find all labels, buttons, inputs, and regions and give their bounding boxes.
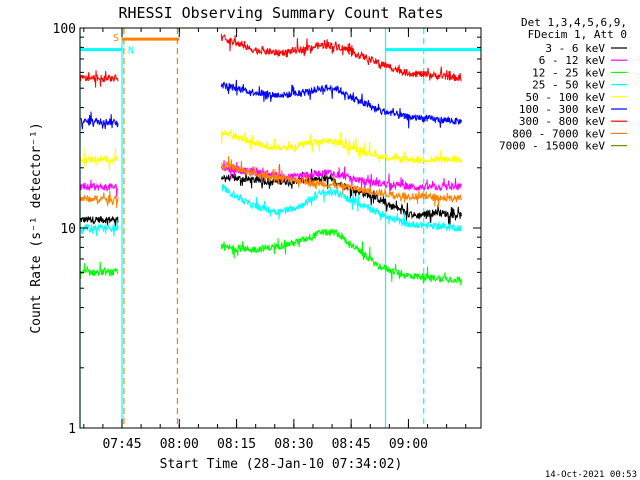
x-tick-label: 08:15 bbox=[217, 437, 256, 452]
legend-header: FDecim 1, Att 0 bbox=[528, 28, 627, 41]
series-line-5-0 bbox=[79, 111, 119, 130]
series-line-4-1 bbox=[220, 128, 462, 165]
flag-label-s: S bbox=[113, 33, 119, 44]
series-line-5-1 bbox=[220, 79, 462, 129]
series-line-6-0 bbox=[79, 70, 119, 88]
x-tick-label: 07:45 bbox=[102, 437, 141, 452]
footer-timestamp: 14-Oct-2021 00:53 bbox=[545, 470, 637, 480]
legend-entry-label: 3 - 6 keV bbox=[545, 42, 605, 55]
legend-entry-label: 25 - 50 keV bbox=[532, 79, 605, 92]
y-tick-label: 100 bbox=[53, 22, 76, 37]
x-tick-label: 08:00 bbox=[160, 437, 199, 452]
flag-label-n: N bbox=[128, 46, 134, 57]
series-line-6-1 bbox=[220, 33, 462, 82]
legend-header: Det 1,3,4,5,6,9, bbox=[521, 16, 627, 29]
legend-entry-label: 800 - 7000 keV bbox=[512, 127, 605, 140]
legend-entry-label: 12 - 25 keV bbox=[532, 66, 605, 79]
x-axis-label: Start Time (28-Jan-10 07:34:02) bbox=[160, 457, 403, 472]
x-tick-label: 09:00 bbox=[389, 437, 428, 452]
legend-entry-label: 6 - 12 keV bbox=[539, 54, 606, 67]
series-line-1-1 bbox=[220, 160, 462, 192]
legend-entry-label: 50 - 100 keV bbox=[526, 91, 606, 104]
legend-entry-label: 300 - 800 keV bbox=[519, 115, 605, 128]
x-tick-label: 08:30 bbox=[274, 437, 313, 452]
series-line-3-1 bbox=[220, 184, 462, 233]
series-line-4-0 bbox=[79, 148, 119, 171]
axes: 1 10 100 07:45 08:00 08:15 08:30 08:45 09:00 bbox=[53, 22, 482, 452]
plot-background bbox=[80, 28, 481, 428]
series-line-2-1 bbox=[220, 228, 462, 286]
chart-title: RHESSI Observing Summary Count Rates bbox=[118, 4, 443, 22]
y-tick-label: 1 bbox=[68, 422, 76, 437]
legend-entry-label: 100 - 300 keV bbox=[519, 103, 605, 116]
y-axis-label: Count Rate (s⁻¹ detector⁻¹) bbox=[29, 122, 44, 333]
series-line-0-0 bbox=[79, 215, 119, 228]
series-line-7-1 bbox=[221, 155, 462, 208]
series-line-1-0 bbox=[79, 179, 119, 198]
series-line-7-0 bbox=[79, 190, 119, 209]
series-line-3-0 bbox=[79, 219, 119, 237]
series-line-2-0 bbox=[79, 261, 119, 279]
x-tick-label: 08:45 bbox=[332, 437, 371, 452]
y-tick-label: 10 bbox=[60, 222, 76, 237]
legend: Det 1,3,4,5,6,9,FDecim 1, Att 03 - 6 keV… bbox=[499, 16, 627, 153]
legend-entry-label: 7000 - 15000 keV bbox=[499, 140, 605, 153]
